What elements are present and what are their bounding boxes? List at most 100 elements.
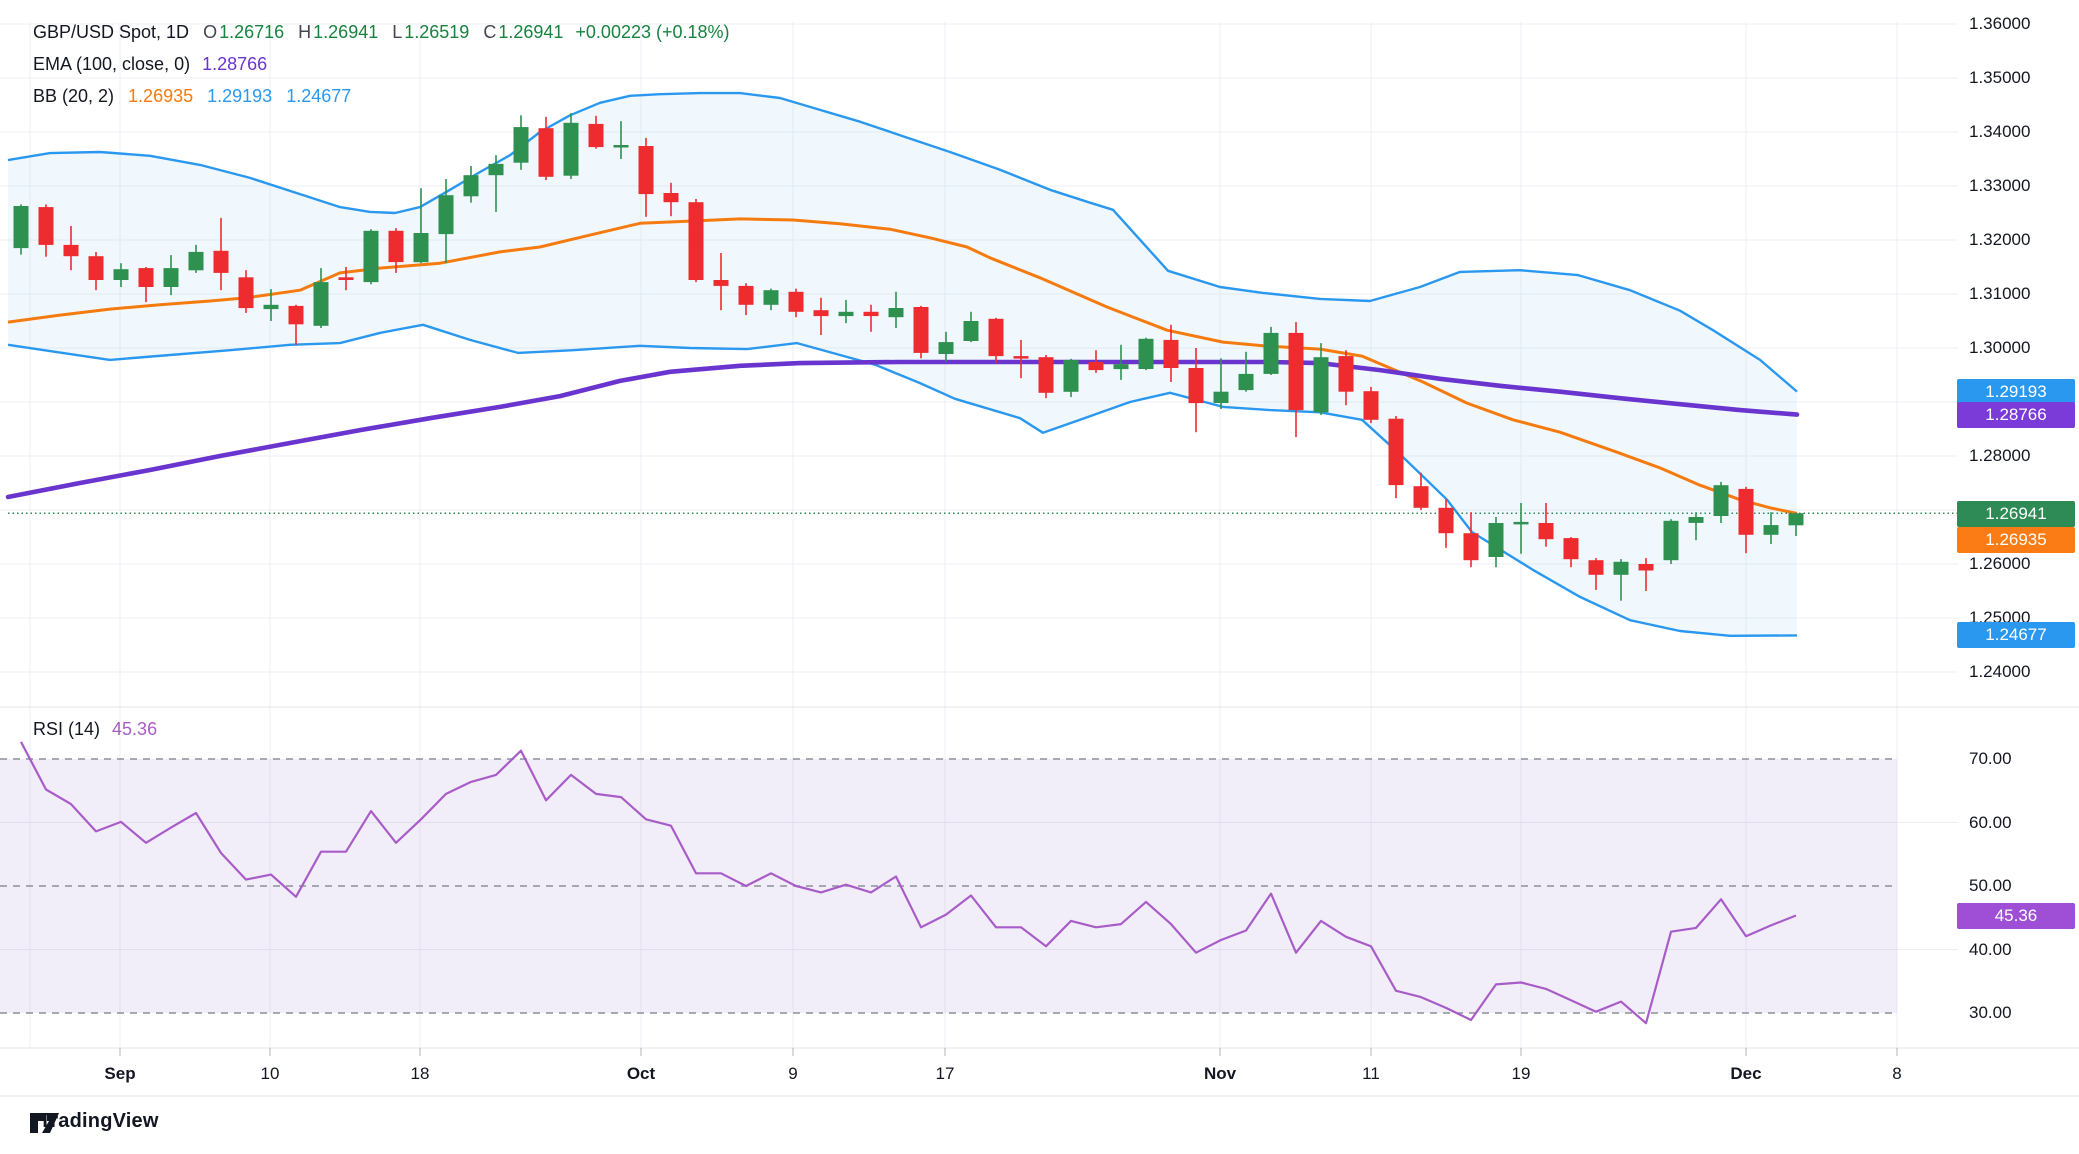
candle-body bbox=[1038, 357, 1054, 393]
rsi-axis-label: 60.00 bbox=[1969, 812, 2012, 832]
ohlc-value: 1.26716 bbox=[219, 22, 285, 42]
bb-values: 1.26935 1.29193 1.24677 bbox=[114, 86, 351, 106]
time-axis-label: Nov bbox=[1203, 1064, 1237, 1083]
candle-body bbox=[388, 230, 404, 263]
time-axis-label: 18 bbox=[410, 1064, 430, 1083]
candle-body bbox=[838, 311, 854, 317]
price-badge: 1.26941 bbox=[1957, 500, 2075, 527]
candle-body bbox=[238, 277, 254, 309]
candle-body bbox=[1013, 356, 1029, 359]
tradingview-attribution[interactable]: TradingView bbox=[30, 1110, 159, 1133]
candle-body bbox=[1088, 362, 1104, 371]
price-pane[interactable] bbox=[5, 91, 1958, 637]
price-badge: 45.36 bbox=[1957, 902, 2075, 929]
candle-body bbox=[338, 277, 354, 280]
time-axis-label: 17 bbox=[935, 1064, 955, 1083]
ohlc-value: 1.26941 bbox=[498, 22, 564, 42]
candle-body bbox=[813, 310, 829, 317]
candle-body bbox=[963, 321, 979, 341]
candle-body bbox=[1788, 513, 1804, 526]
candle-body bbox=[488, 163, 504, 176]
candle-body bbox=[1188, 368, 1204, 404]
pane-separators bbox=[0, 706, 2079, 1097]
candle-body bbox=[1238, 373, 1254, 391]
price-axis-label: 1.24000 bbox=[1969, 662, 2031, 681]
candle-body bbox=[788, 291, 804, 312]
price-axis-label: 1.36000 bbox=[1969, 14, 2031, 33]
ohlc-key: O bbox=[203, 22, 218, 42]
candle-body bbox=[1488, 523, 1504, 557]
time-axis-label: Oct bbox=[626, 1064, 656, 1083]
candle-body bbox=[713, 280, 729, 286]
candle-body bbox=[1763, 525, 1779, 535]
candle-body bbox=[88, 256, 104, 280]
symbol-legend-row[interactable]: GBP/USD Spot, 1D O 1.26716 H 1.26941 L 1.26519… bbox=[33, 16, 730, 48]
bb-value: 1.24677 bbox=[286, 86, 352, 106]
rsi-axis-label: 40.00 bbox=[1969, 939, 2012, 959]
time-axis-label: 10 bbox=[260, 1064, 280, 1083]
candle-body bbox=[363, 230, 379, 283]
ohlc-values: O 1.26716 H 1.26941 L 1.26519 C 1.26941 bbox=[189, 22, 563, 42]
symbol-title: GBP/USD Spot, 1D bbox=[33, 22, 190, 42]
candle-body bbox=[888, 308, 904, 318]
candle-body bbox=[663, 193, 679, 203]
rsi-legend-row[interactable]: RSI (14) 45.36 bbox=[33, 719, 157, 740]
bb-indicator-name: BB (20, 2) bbox=[33, 86, 115, 106]
rsi-axis-label: 70.00 bbox=[1969, 749, 2012, 768]
candle-body bbox=[63, 244, 79, 257]
bb-fill bbox=[8, 93, 1797, 636]
candle-body bbox=[1413, 486, 1429, 508]
ema-legend-row[interactable]: EMA (100, close, 0) 1.28766 bbox=[33, 48, 730, 80]
rsi-pane[interactable] bbox=[0, 741, 1897, 1025]
candle-body bbox=[1138, 338, 1154, 369]
candle-body bbox=[1163, 339, 1179, 368]
rsi-line bbox=[20, 741, 1797, 1025]
candle-body bbox=[1363, 391, 1379, 420]
candle-body bbox=[263, 304, 279, 310]
price-badge: 1.24677 bbox=[1957, 622, 2075, 649]
price-axis-label: 1.32000 bbox=[1969, 230, 2031, 249]
time-axis-label: Dec bbox=[1730, 1064, 1762, 1083]
rsi-axis-label: 30.00 bbox=[1969, 1003, 2012, 1022]
candle-body bbox=[1713, 485, 1729, 516]
candle-body bbox=[1463, 533, 1479, 561]
ohlc-key: C bbox=[483, 22, 497, 42]
candle-body bbox=[613, 145, 629, 148]
price-axis-label: 1.33000 bbox=[1969, 176, 2031, 195]
candle-body bbox=[1338, 356, 1354, 392]
price-badge: 1.29193 bbox=[1957, 378, 2075, 405]
candle-body bbox=[288, 305, 304, 325]
candle-body bbox=[938, 342, 954, 354]
candle-body bbox=[1688, 517, 1704, 523]
candle-body bbox=[113, 269, 129, 280]
candle-body bbox=[1288, 332, 1304, 411]
bb-value: 1.26935 bbox=[128, 86, 194, 106]
rsi-indicator-name: RSI (14) bbox=[33, 719, 101, 739]
candle-body bbox=[438, 195, 454, 235]
candle-body bbox=[188, 251, 204, 271]
candle-body bbox=[863, 311, 879, 317]
price-axis-label: 1.34000 bbox=[1969, 122, 2031, 141]
ema-value: 1.28766 bbox=[202, 54, 268, 74]
candle-body bbox=[738, 285, 754, 305]
candle-body bbox=[988, 318, 1004, 357]
bb-legend-row[interactable]: BB (20, 2) 1.26935 1.29193 1.24677 bbox=[33, 80, 730, 112]
candle-body bbox=[1063, 359, 1079, 392]
price-badge: 1.26935 bbox=[1957, 527, 2075, 553]
candle-body bbox=[1588, 560, 1604, 575]
candle-body bbox=[638, 146, 654, 195]
price-axis-label: 1.25000 bbox=[1969, 608, 2031, 627]
candle-body bbox=[138, 268, 154, 287]
candlesticks bbox=[13, 113, 1804, 601]
candle-body bbox=[763, 290, 779, 305]
time-axis-label: Sep bbox=[104, 1064, 136, 1083]
candle-body bbox=[13, 206, 29, 249]
candle-body bbox=[1663, 520, 1679, 561]
change-value: +0.00223 (+0.18%) bbox=[575, 22, 730, 42]
tradingview-watermark-text: TradingView bbox=[39, 1110, 159, 1132]
candle-body bbox=[413, 233, 429, 263]
candle-body bbox=[1538, 523, 1554, 540]
candle-body bbox=[588, 123, 604, 148]
